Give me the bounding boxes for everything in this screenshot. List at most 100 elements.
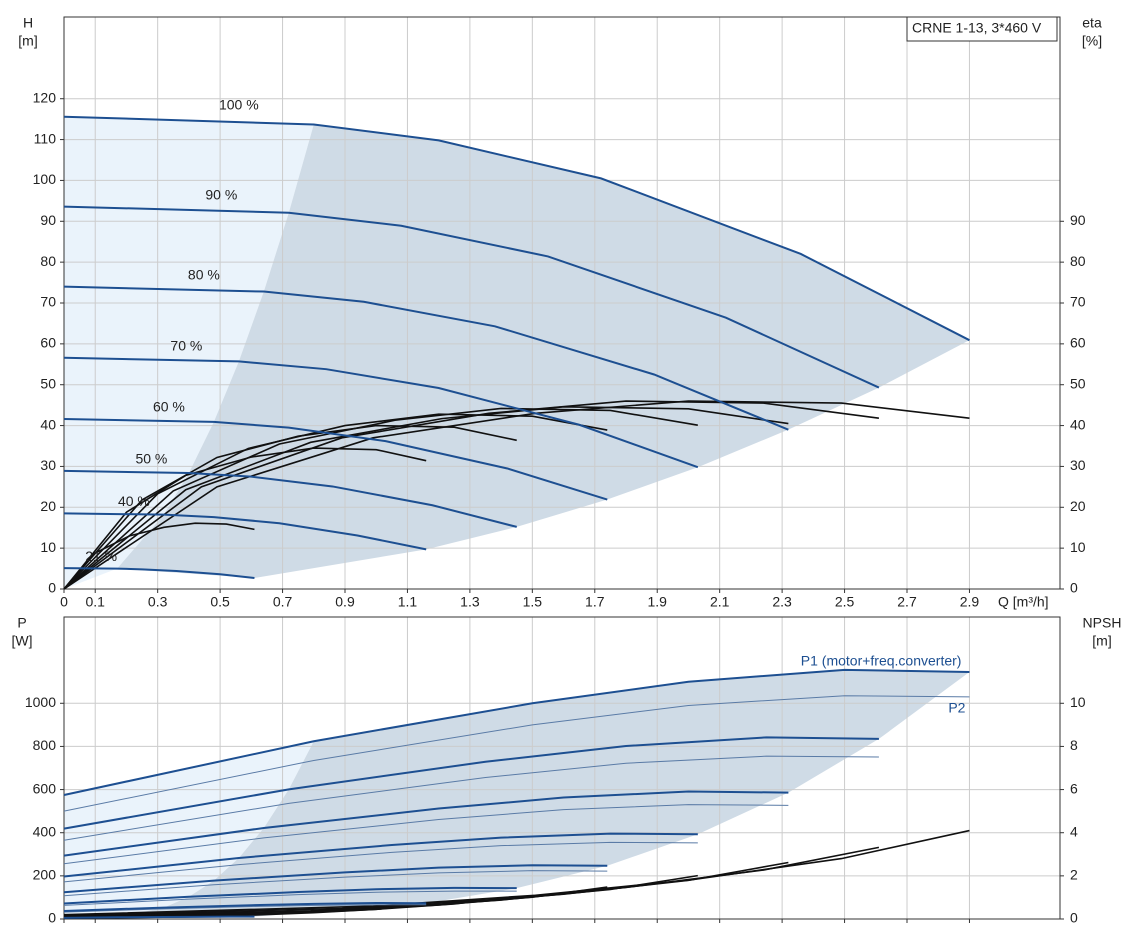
x-tick-label: 0.9 <box>335 594 355 610</box>
y-tick-label: 200 <box>33 867 57 883</box>
y2-tick-label: 0 <box>1070 910 1078 926</box>
p1-curve <box>63 902 427 913</box>
head-curve <box>63 205 880 389</box>
y2-tick-label: 50 <box>1070 375 1086 391</box>
head-curve <box>63 469 517 528</box>
speed-label: 90 % <box>205 186 237 202</box>
p1-curve <box>63 736 879 830</box>
y2-tick-label: 20 <box>1070 498 1086 514</box>
p1-curve <box>63 790 789 857</box>
head-curve <box>63 115 970 342</box>
title-box <box>906 16 1058 42</box>
y-tick-label: 800 <box>33 737 57 753</box>
y-tick-label: 80 <box>40 253 56 269</box>
plot-frame <box>63 616 1061 920</box>
y-tick-label: 30 <box>40 457 56 473</box>
x-tick-label: 1.5 <box>523 594 543 610</box>
y2-tick-label: 10 <box>1070 539 1086 555</box>
p2-curve <box>63 804 789 865</box>
p2-curve <box>63 904 427 913</box>
efficiency-curve <box>63 413 608 590</box>
x-axis-label: Q [m³/h] <box>998 594 1049 610</box>
p1-curve <box>63 886 517 905</box>
efficiency-curve <box>63 405 789 590</box>
x-tick-label: 1.9 <box>647 594 667 610</box>
y2-axis-unit: [%] <box>1082 33 1102 49</box>
y2-tick-label: 90 <box>1070 212 1086 228</box>
x-tick-label: 0 <box>60 594 68 610</box>
y2-axis-unit: [m] <box>1092 633 1111 649</box>
x-tick-label: 2.1 <box>710 594 730 610</box>
x-tick-label: 1.1 <box>398 594 418 610</box>
head-curve <box>63 512 427 551</box>
p1-curve <box>63 668 970 796</box>
speed-label: 40 % <box>118 493 150 509</box>
y2-tick-label: 60 <box>1070 335 1086 351</box>
light-area <box>64 116 314 589</box>
x-tick-label: 0.3 <box>148 594 168 610</box>
y2-axis-label: eta <box>1082 15 1102 31</box>
y-tick-label: 100 <box>33 171 57 187</box>
y2-tick-label: 70 <box>1070 294 1086 310</box>
speed-label: 80 % <box>188 266 220 282</box>
y-axis-label: P <box>17 615 26 631</box>
p1-curve <box>63 832 698 878</box>
y-tick-label: 70 <box>40 294 56 310</box>
plot-frame <box>63 16 1061 590</box>
x-tick-label: 2.9 <box>960 594 980 610</box>
efficiency-curve <box>63 424 517 590</box>
y-tick-label: 120 <box>33 89 57 105</box>
y2-tick-label: 8 <box>1070 737 1078 753</box>
speed-label: 50 % <box>135 451 167 467</box>
x-tick-label: 0.5 <box>210 594 230 610</box>
x-tick-label: 0.1 <box>85 594 105 610</box>
y-tick-label: 400 <box>33 823 57 839</box>
p1-curve <box>63 915 255 919</box>
y2-tick-label: 10 <box>1070 694 1086 710</box>
head-curve <box>63 418 608 501</box>
y-tick-label: 50 <box>40 375 56 391</box>
y2-tick-label: 2 <box>1070 867 1078 883</box>
y-tick-label: 1000 <box>25 694 56 710</box>
p2-curve <box>63 755 879 841</box>
efficiency-curve <box>63 447 427 590</box>
y-axis-label: H <box>23 15 33 31</box>
light-area <box>64 741 314 919</box>
y-tick-label: 40 <box>40 416 56 432</box>
operating-area <box>117 669 970 918</box>
y-axis-unit: [m] <box>18 33 37 49</box>
y2-tick-label: 4 <box>1070 823 1078 839</box>
p2-curve <box>63 841 698 883</box>
p2-curve <box>63 870 608 897</box>
efficiency-curve <box>63 522 255 590</box>
series-label: P1 (motor+freq.converter) <box>801 653 962 669</box>
x-tick-label: 2.7 <box>897 594 917 610</box>
y-tick-label: 20 <box>40 498 56 514</box>
y-tick-label: 0 <box>48 580 56 596</box>
head-curve <box>63 356 699 469</box>
y-tick-label: 600 <box>33 780 57 796</box>
x-tick-label: 0.7 <box>273 594 293 610</box>
series-label: P2 <box>948 700 965 716</box>
p2-curve <box>63 695 970 812</box>
y2-tick-label: 6 <box>1070 780 1078 796</box>
y2-tick-label: 30 <box>1070 457 1086 473</box>
y-tick-label: 110 <box>34 130 57 146</box>
y-axis-unit: [W] <box>12 633 33 649</box>
x-tick-label: 1.7 <box>585 594 605 610</box>
head-curve <box>63 567 255 579</box>
y2-axis-label: NPSH <box>1083 615 1122 631</box>
x-tick-label: 1.3 <box>460 594 480 610</box>
y-tick-label: 0 <box>48 910 56 926</box>
npsh-curve <box>63 829 970 916</box>
y2-tick-label: 40 <box>1070 416 1086 432</box>
head-curve <box>63 285 789 431</box>
y-tick-label: 10 <box>40 539 56 555</box>
y-tick-label: 60 <box>40 335 56 351</box>
y-tick-label: 90 <box>40 212 56 228</box>
speed-label: 60 % <box>153 399 185 415</box>
speed-label: 21 % <box>85 548 117 564</box>
speed-label: 70 % <box>170 337 202 353</box>
y2-tick-label: 80 <box>1070 253 1086 269</box>
